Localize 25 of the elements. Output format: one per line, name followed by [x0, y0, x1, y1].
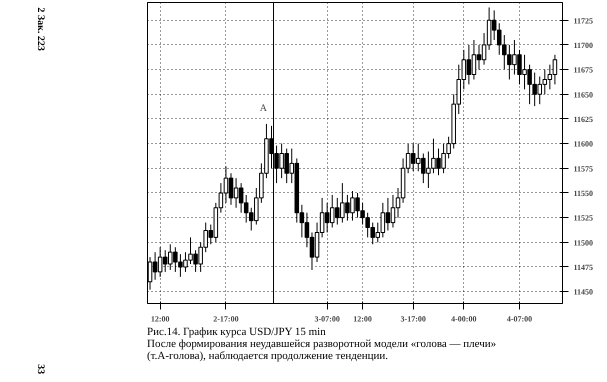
- text: (т.А-голова), наблюдается продолжение тенденции.: [147, 350, 390, 362]
- y-tick-label: 11525: [574, 214, 594, 223]
- y-tick-label: 11475: [574, 262, 594, 272]
- y-tick-label: 11700: [574, 40, 594, 50]
- x-tick-label: 3-07:00: [314, 314, 340, 324]
- y-tick-label: 11600: [574, 140, 594, 149]
- x-tick-label: 12:00: [150, 314, 170, 324]
- y-tick-label: 11625: [574, 114, 594, 124]
- x-tick-label: 2-17:00: [213, 314, 239, 324]
- y-tick-label: 11550: [574, 188, 594, 198]
- text: 2 Зак. 223: [34, 6, 48, 53]
- y-tick-label: 11725: [574, 16, 594, 26]
- y-tick-label: 11675: [574, 66, 594, 75]
- text: 33: [34, 363, 48, 376]
- x-tick-label: 4-00:00: [451, 314, 476, 324]
- y-tick-label: 11575: [574, 164, 594, 174]
- text: Рис.14. График курса USD/JPY 15 min: [147, 326, 327, 338]
- y-tick-label: 11650: [574, 90, 594, 100]
- x-tick-label: 3-17:00: [400, 314, 426, 324]
- annotation: A: [260, 103, 268, 114]
- x-tick-label: 4-07:00: [506, 314, 532, 324]
- text: После формирования неудавшейся разворотной модели «голова — плечи»: [147, 338, 496, 350]
- y-tick-label: 11500: [574, 238, 594, 248]
- x-tick-label: 12:00: [353, 314, 372, 324]
- y-tick-label: 11450: [574, 288, 594, 297]
